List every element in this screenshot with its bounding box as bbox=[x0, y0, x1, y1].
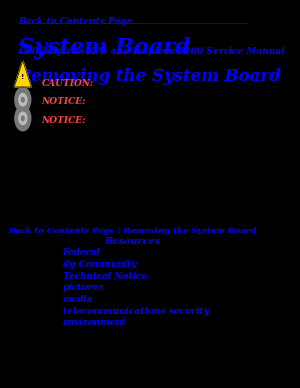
Text: environment: environment bbox=[63, 318, 127, 327]
Circle shape bbox=[19, 94, 27, 106]
Text: dg Community: dg Community bbox=[63, 260, 136, 269]
Text: Dell Inspiron XPS and Inspiron 9100 Service Manual: Dell Inspiron XPS and Inspiron 9100 Serv… bbox=[18, 47, 284, 56]
Text: media: media bbox=[63, 295, 93, 304]
Circle shape bbox=[15, 87, 31, 112]
Text: Removing the System Board: Removing the System Board bbox=[18, 68, 282, 85]
Text: telecommunications security: telecommunications security bbox=[63, 307, 208, 315]
Text: Technical Notice: Technical Notice bbox=[63, 272, 147, 281]
Text: System Board: System Board bbox=[18, 37, 190, 59]
Text: Federal: Federal bbox=[63, 248, 100, 257]
Circle shape bbox=[21, 116, 24, 121]
Circle shape bbox=[21, 97, 24, 102]
Text: Back to Contents Page: Back to Contents Page bbox=[18, 17, 132, 26]
Text: CAUTION:: CAUTION: bbox=[41, 78, 94, 88]
Text: pictures: pictures bbox=[63, 283, 104, 292]
Circle shape bbox=[15, 106, 31, 131]
Polygon shape bbox=[14, 61, 31, 87]
Text: NOTICE:: NOTICE: bbox=[41, 97, 86, 106]
Text: !: ! bbox=[21, 74, 24, 80]
Circle shape bbox=[19, 112, 27, 125]
Text: Resources: Resources bbox=[104, 237, 160, 246]
Text: Back to Contents Page | Removing the System Board: Back to Contents Page | Removing the Sys… bbox=[8, 227, 256, 235]
Text: NOTICE:: NOTICE: bbox=[41, 116, 86, 125]
